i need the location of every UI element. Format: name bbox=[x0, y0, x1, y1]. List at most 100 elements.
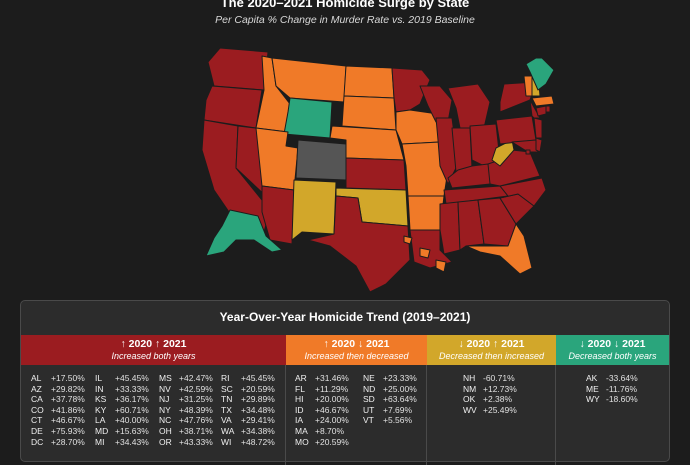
state-code: WA bbox=[221, 425, 235, 436]
state-code: HI bbox=[295, 394, 304, 405]
state-code: TX bbox=[221, 404, 232, 415]
state-entry: AZ +29.82% bbox=[31, 384, 85, 395]
state-code: IA bbox=[295, 415, 304, 426]
state-entry: AR +31.46% bbox=[295, 373, 349, 384]
state-entry: MS +42.47% bbox=[159, 373, 213, 384]
state-VT bbox=[523, 75, 533, 97]
state-value: +23.33% bbox=[383, 373, 417, 383]
state-entry: CT +46.67% bbox=[31, 415, 85, 426]
state-entry: NE +23.33% bbox=[363, 373, 417, 384]
state-entry: VT +5.56% bbox=[363, 415, 417, 426]
state-code: MA bbox=[295, 425, 308, 436]
state-code: MD bbox=[95, 425, 109, 436]
chart-title: The 2020–2021 Homicide Surge by State bbox=[220, 0, 470, 10]
state-value: +20.59% bbox=[315, 436, 349, 447]
state-WY bbox=[283, 97, 333, 139]
state-ND bbox=[343, 65, 395, 99]
entry-list: AL +17.50% AZ +29.82% CA +37.78% CO +41.86% CT +4… bbox=[31, 373, 85, 447]
state-code: NC bbox=[159, 415, 172, 426]
state-value: +25.49% bbox=[483, 404, 517, 415]
state-entry: IL +45.45% bbox=[95, 373, 149, 384]
state-NJ bbox=[533, 117, 543, 139]
state-CT bbox=[535, 105, 547, 117]
state-value: +20.59% bbox=[241, 383, 275, 394]
state-entry: OK +2.38% bbox=[463, 394, 517, 405]
state-code: AL bbox=[31, 373, 42, 383]
state-code: IL bbox=[95, 373, 103, 383]
state-value: +46.67% bbox=[51, 415, 85, 426]
state-value: -11.76% bbox=[606, 383, 638, 394]
state-value: +34.38% bbox=[241, 425, 275, 436]
state-entry: MD +15.63% bbox=[95, 426, 149, 437]
state-RI bbox=[545, 105, 551, 113]
chart-subtitle: Per Capita % Change in Murder Rate vs. 2… bbox=[215, 14, 475, 26]
state-code: KS bbox=[95, 394, 107, 405]
state-CO bbox=[295, 139, 347, 181]
state-value: +34.48% bbox=[241, 404, 275, 415]
state-value: +31.46% bbox=[315, 373, 349, 383]
state-code: CA bbox=[31, 394, 43, 405]
state-MD bbox=[511, 139, 539, 153]
column-header-down-up: ↓ 2020 ↑ 2021 Decreased then increased bbox=[427, 335, 556, 365]
state-entry: IN +33.33% bbox=[95, 384, 149, 395]
state-MN bbox=[391, 67, 431, 113]
state-value: +5.56% bbox=[383, 415, 413, 426]
state-value: +45.45% bbox=[241, 373, 275, 383]
column-body-up-down: AR +31.46% FL +11.29% HI +20.00% ID +46.67% IA +2… bbox=[286, 365, 427, 465]
column-heading: ↑ 2020 ↑ 2021 bbox=[120, 338, 187, 350]
state-code: CO bbox=[31, 404, 44, 415]
state-entry: WV +25.49% bbox=[463, 405, 517, 416]
entry-list: IL +45.45% IN +33.33% KS +36.17% KY +60.71% LA +4… bbox=[95, 373, 149, 447]
state-code: LA bbox=[95, 415, 106, 426]
state-value: +15.63% bbox=[115, 425, 149, 436]
state-entry: TX +34.48% bbox=[221, 405, 275, 416]
column-header-up-down: ↑ 2020 ↓ 2021 Increased then decreased bbox=[286, 335, 427, 365]
state-entry: WA +34.38% bbox=[221, 426, 275, 437]
state-MS bbox=[439, 201, 461, 255]
state-entry: NH -60.71% bbox=[463, 373, 517, 384]
state-value: +25.00% bbox=[383, 383, 417, 394]
state-OR bbox=[203, 85, 263, 129]
state-value: +63.64% bbox=[383, 394, 417, 405]
state-value: +42.59% bbox=[179, 383, 213, 394]
state-MI bbox=[447, 83, 491, 129]
state-value: +20.00% bbox=[315, 394, 349, 405]
column-subheading: Increased both years bbox=[111, 351, 196, 361]
state-code: NY bbox=[159, 404, 171, 415]
state-entry: ME -11.76% bbox=[586, 384, 638, 395]
state-code: IN bbox=[95, 383, 104, 394]
state-entry: NC +47.76% bbox=[159, 415, 213, 426]
state-code: VT bbox=[363, 415, 374, 426]
state-code: VA bbox=[221, 415, 232, 426]
state-code: ME bbox=[586, 383, 599, 394]
state-entry: LA +40.00% bbox=[95, 415, 149, 426]
state-value: +28.70% bbox=[51, 436, 85, 447]
state-value: +42.47% bbox=[179, 373, 213, 383]
state-code: WY bbox=[586, 394, 600, 405]
column-header-down-down: ↓ 2020 ↓ 2021 Decreased both years bbox=[556, 335, 669, 365]
state-entry: SC +20.59% bbox=[221, 384, 275, 395]
entry-list: RI +45.45% SC +20.59% TN +29.89% TX +34.48% VA +2… bbox=[221, 373, 275, 447]
state-code: FL bbox=[295, 383, 305, 394]
state-value: +34.43% bbox=[115, 436, 149, 447]
state-entry: MO +20.59% bbox=[295, 437, 349, 448]
state-AZ bbox=[261, 185, 295, 245]
state-PA bbox=[495, 115, 537, 145]
state-value: +17.50% bbox=[51, 373, 85, 383]
state-code: ND bbox=[363, 383, 376, 394]
column-subheading: Decreased both years bbox=[568, 351, 657, 361]
state-MT bbox=[271, 57, 347, 103]
state-AL bbox=[457, 199, 485, 251]
state-code: SD bbox=[363, 394, 375, 405]
state-code: AR bbox=[295, 373, 307, 383]
state-value: +75.93% bbox=[51, 425, 85, 436]
state-ME bbox=[525, 57, 555, 91]
state-NM bbox=[291, 179, 337, 241]
state-value: +45.45% bbox=[115, 373, 149, 383]
state-code: AZ bbox=[31, 383, 42, 394]
state-entry: OR +43.33% bbox=[159, 437, 213, 448]
state-code: RI bbox=[221, 373, 230, 383]
state-value: -33.64% bbox=[606, 373, 638, 383]
column-body-up-up: AL +17.50% AZ +29.82% CA +37.78% CO +41.86% CT +4… bbox=[21, 365, 286, 465]
state-value: +29.41% bbox=[241, 415, 275, 426]
